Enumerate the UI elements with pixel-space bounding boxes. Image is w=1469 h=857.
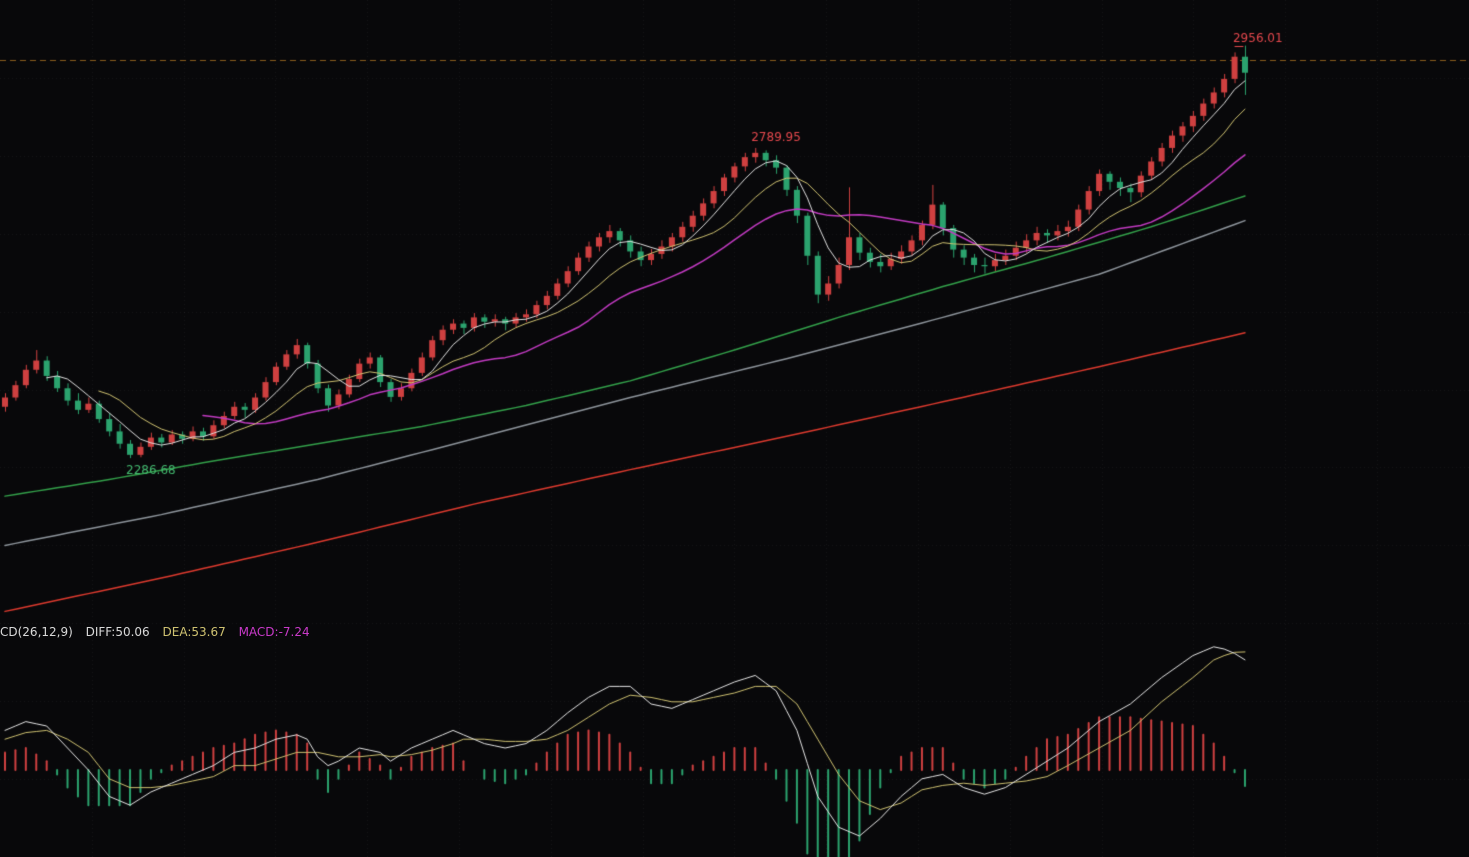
trading-chart-window: CD(26,12,9) DIFF:50.06 DEA:53.67 MACD:-7… xyxy=(0,0,1469,857)
candlestick-chart-canvas[interactable] xyxy=(0,0,1469,857)
